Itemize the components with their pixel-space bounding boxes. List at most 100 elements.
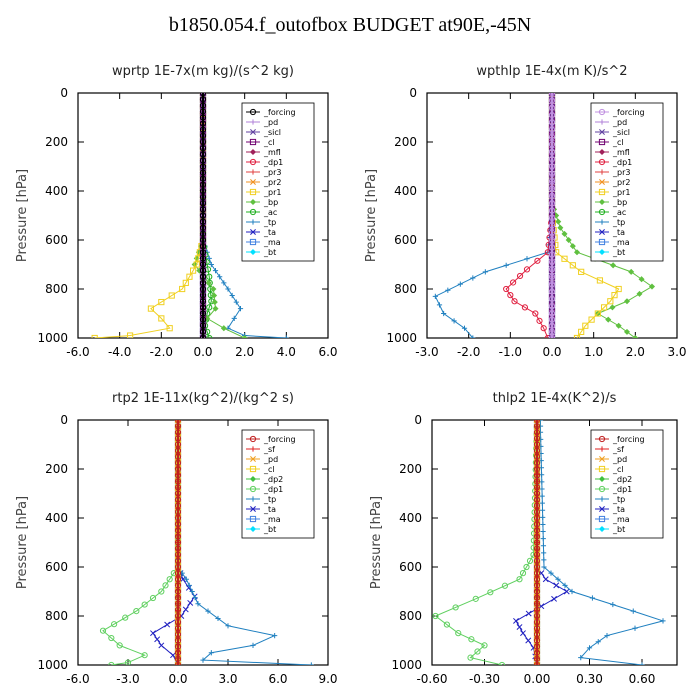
chart-2-series-marker	[548, 316, 556, 323]
chart-2-series-marker	[594, 310, 601, 317]
chart-4-series-marker	[542, 576, 549, 583]
chart-1-series-marker	[199, 279, 207, 286]
chart-2-series-marker	[523, 266, 531, 273]
chart-1-legend-label: _bp	[263, 198, 278, 207]
chart-4-ytick-label: 200	[399, 462, 422, 476]
chart-4-series-marker	[533, 588, 541, 595]
chart-3-title: rtp2 1E-11x(kg^2)/(kg^2 s)	[112, 391, 294, 406]
chart-4-series-marker	[533, 539, 541, 546]
chart-4-plot-area	[432, 420, 666, 665]
chart-3-series-marker	[111, 621, 118, 628]
chart-2-series-marker	[470, 335, 476, 338]
chart-1-series-marker	[199, 96, 207, 103]
chart-4-series-marker	[533, 655, 541, 662]
chart-2-series-marker	[609, 304, 616, 311]
chart-2-series-marker	[548, 273, 556, 280]
chart-1-series-marker	[199, 132, 207, 139]
chart-1-series-marker	[221, 280, 227, 286]
chart-2-legend-label: _ma	[612, 238, 630, 247]
chart-4-series-marker	[481, 642, 488, 649]
chart-4-series-marker	[533, 661, 541, 665]
chart-3-ylabel: Pressure [hPa]	[15, 496, 30, 589]
chart-4-series-marker	[533, 619, 541, 626]
chart-4-series-marker	[533, 447, 541, 454]
chart-1-series-marker	[199, 175, 207, 182]
chart-3-xtick-label: -6.0	[66, 672, 89, 686]
chart-3-xtick-label: 0.0	[168, 672, 187, 686]
chart-1-series-marker	[199, 151, 207, 158]
chart-3-series-line	[102, 420, 179, 665]
chart-3-series-marker	[108, 634, 115, 642]
chart-2-series-marker	[548, 236, 556, 244]
chart-2-series-marker	[578, 268, 585, 275]
chart-2-legend-label: _bp	[612, 198, 627, 207]
chart-3-series-marker	[174, 441, 182, 448]
chart-4-series-marker	[525, 637, 532, 644]
chart-4-legend-label: _bt	[612, 525, 625, 534]
chart-2-series-marker	[532, 310, 539, 317]
chart-4-series-marker	[533, 594, 541, 601]
chart-1-series-marker	[199, 126, 207, 133]
chart-1-series-marker	[199, 236, 207, 244]
chart-2-series-marker	[548, 244, 556, 251]
chart-1-legend-label: _cl	[263, 138, 275, 147]
chart-3-series-marker	[174, 502, 182, 509]
chart-1-series-marker	[147, 305, 155, 312]
chart-2-series-marker	[548, 134, 556, 141]
chart-4-series-marker	[533, 508, 541, 515]
chart-3-legend-marker	[250, 446, 256, 452]
chart-2-series-marker	[548, 207, 556, 214]
chart-1-ytick-label: 200	[45, 135, 68, 149]
chart-4-legend-marker	[599, 456, 605, 462]
chart-2-series-marker	[548, 156, 556, 163]
chart-4-series-marker	[533, 502, 541, 509]
chart-1-ytick-label: 400	[45, 184, 68, 198]
chart-2-series-marker	[548, 163, 556, 170]
chart-2-series-marker	[632, 334, 639, 338]
chart-4-legend-label: _ma	[612, 515, 630, 524]
chart-1-series-marker	[199, 285, 207, 293]
chart-4-legend-marker	[598, 485, 606, 493]
chart-2-series-marker	[561, 255, 568, 262]
chart-1-series-marker	[199, 230, 207, 237]
chart-4-ylabel: Pressure [hPa]	[369, 496, 384, 589]
chart-2-series-marker	[548, 148, 556, 155]
chart-1-series-marker	[199, 114, 207, 121]
chart-1-legend-marker	[249, 158, 257, 166]
chart-1-series-marker	[237, 306, 244, 312]
chart-3-series-marker	[174, 649, 182, 656]
chart-1-series-line	[94, 93, 204, 338]
chart-3-series-marker	[174, 527, 182, 534]
chart-1-legend-label: _ac	[263, 208, 277, 217]
chart-3-series-marker	[170, 570, 177, 577]
chart-4-series-marker	[537, 420, 544, 423]
chart-1-series-marker	[199, 163, 207, 170]
chart-3-legend-label: _ta	[263, 505, 276, 514]
chart-1-series-marker	[199, 224, 207, 231]
chart-4-legend-label: _cl	[612, 465, 624, 474]
chart-3-series-marker	[174, 478, 182, 485]
chart-4-series-marker	[498, 661, 506, 665]
chart-3-series-marker	[174, 472, 182, 479]
chart-2-series-marker	[536, 317, 543, 324]
chart-2-legend-label: _ac	[612, 208, 626, 217]
chart-2-series-marker	[548, 111, 556, 119]
chart-1-xtick-label: 4.0	[277, 345, 296, 359]
chart-4-series-marker	[533, 563, 541, 571]
chart-3-series-marker	[162, 582, 169, 589]
chart-1-series-marker	[158, 315, 165, 322]
chart-2-series-marker	[548, 214, 556, 222]
chart-2-series-marker	[573, 334, 581, 338]
chart-1-xtick-label: -2.0	[150, 345, 173, 359]
chart-4-legend-marker	[598, 525, 606, 533]
chart-1-series-marker	[212, 305, 219, 312]
chart-4-series-marker	[533, 557, 541, 564]
chart-1-series-marker	[217, 274, 223, 280]
chart-4-series-marker	[533, 441, 541, 448]
chart-2-legend-label: _sicl	[612, 128, 630, 137]
chart-2-ytick-label: 600	[394, 233, 417, 247]
chart-2-series-marker	[615, 322, 622, 329]
chart-3-xtick-label: 3.0	[218, 672, 237, 686]
chart-4-series-marker	[589, 595, 596, 601]
chart-2-legend-label: _pd	[612, 118, 627, 127]
